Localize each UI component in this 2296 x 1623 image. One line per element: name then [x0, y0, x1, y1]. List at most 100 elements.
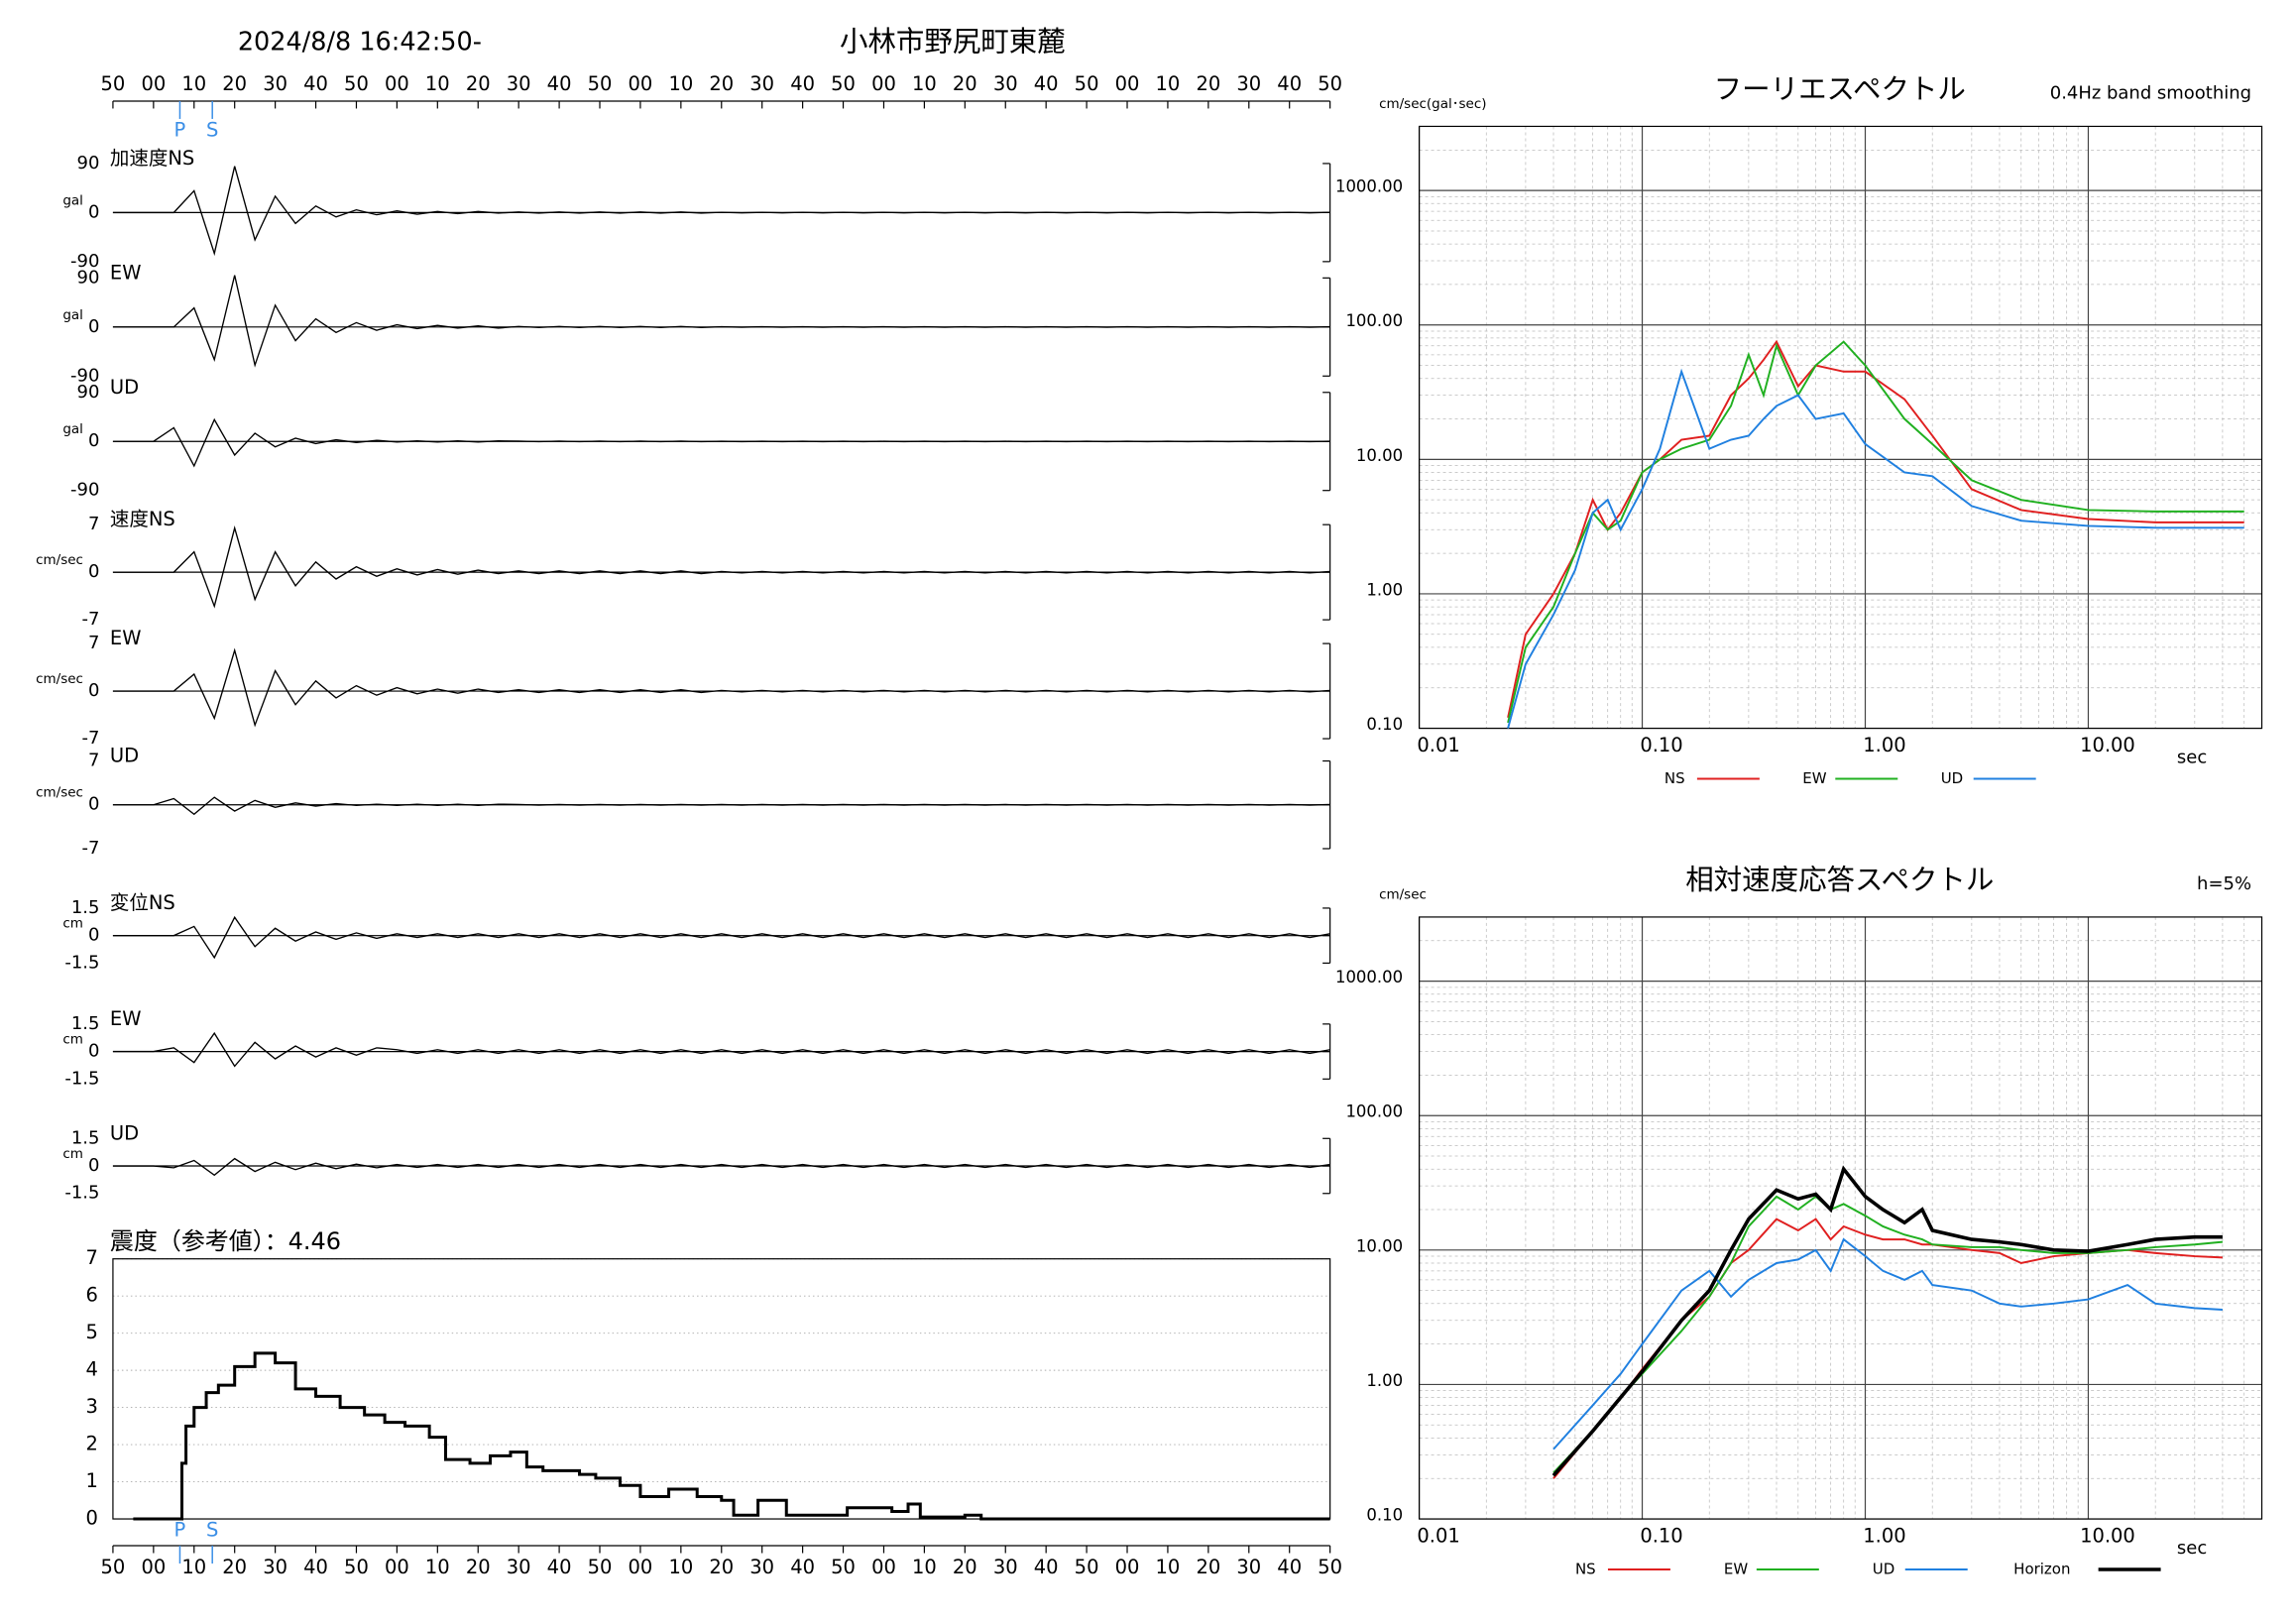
- y-tick-label: -90: [70, 480, 99, 501]
- spectrum-line: [1507, 340, 2244, 724]
- time-tick-label: 30: [993, 72, 1018, 95]
- time-tick-label: 10: [1156, 1556, 1181, 1578]
- legend-label: Horizon: [2013, 1561, 2070, 1578]
- legend-label: UD: [1873, 1561, 1895, 1578]
- time-tick-label: 30: [993, 1556, 1018, 1578]
- y-tick-label: 1.5: [71, 1127, 100, 1148]
- time-tick-label: 40: [1277, 72, 1302, 95]
- y-tick-label: -90: [70, 251, 99, 272]
- time-tick-label: 30: [263, 1556, 287, 1578]
- chart-note: h=5%: [2197, 873, 2251, 894]
- panel-title: 速度NS: [110, 508, 175, 530]
- time-tick-label: 20: [1196, 1556, 1220, 1578]
- y-tick-label: 0: [88, 925, 99, 946]
- unit-label: gal: [62, 421, 83, 437]
- time-tick-label: 30: [749, 1556, 774, 1578]
- spectrum-line: [1507, 368, 2244, 729]
- x-tick-label: 10.00: [2080, 734, 2135, 756]
- time-tick-label: 50: [588, 72, 613, 95]
- time-tick-label: 20: [709, 1556, 734, 1578]
- y-tick-label: 7: [88, 514, 99, 534]
- y-tick-label: 4: [86, 1358, 98, 1381]
- unit-label: cm/sec: [36, 552, 83, 568]
- legend-label: UD: [1941, 769, 1964, 787]
- waveform: [112, 796, 1330, 816]
- phase-label: S: [206, 118, 218, 141]
- waveform: [112, 647, 1330, 728]
- time-tick-label: 50: [1075, 1556, 1099, 1578]
- time-tick-label: 40: [790, 72, 815, 95]
- time-tick-label: 20: [953, 72, 977, 95]
- y-tick-label: -7: [82, 609, 100, 630]
- y-tick-label: -1.5: [64, 1183, 99, 1204]
- y-tick-label: 0: [88, 794, 99, 815]
- time-tick-label: 30: [507, 1556, 531, 1578]
- time-tick-label: 20: [953, 1556, 977, 1578]
- time-tick-label: 10: [668, 1556, 693, 1578]
- phase-label: P: [174, 1519, 186, 1542]
- chart-title: 震度（参考値）：4.46: [110, 1227, 341, 1255]
- spectrum-line: [1507, 339, 2244, 719]
- panel-title: EW: [110, 261, 142, 284]
- time-tick-label: 00: [871, 1556, 896, 1578]
- y-tick-label: 0: [88, 1041, 99, 1062]
- y-tick-label: 0: [88, 680, 99, 701]
- time-tick-label: 00: [385, 72, 409, 95]
- waveform: [112, 166, 1330, 257]
- time-tick-label: 20: [709, 72, 734, 95]
- time-tick-label: 00: [629, 1556, 653, 1578]
- y-tick-label: 90: [77, 382, 100, 403]
- time-tick-label: 00: [871, 72, 896, 95]
- y-tick-label: 100.00: [1345, 311, 1403, 330]
- legend-label: EW: [1802, 769, 1826, 787]
- time-tick-label: 20: [466, 72, 491, 95]
- legend-label: NS: [1665, 769, 1685, 787]
- x-tick-label: 0.01: [1417, 1525, 1459, 1548]
- y-tick-label: 5: [86, 1321, 98, 1343]
- x-tick-label: 0.10: [1640, 1525, 1682, 1548]
- legend-label: EW: [1724, 1561, 1748, 1578]
- time-tick-label: 00: [629, 72, 653, 95]
- time-tick-label: 00: [1115, 1556, 1140, 1578]
- y-tick-label: 0: [88, 1155, 99, 1176]
- y-tick-label: 1: [86, 1469, 98, 1492]
- time-tick-label: 50: [344, 72, 369, 95]
- panel-title: EW: [110, 627, 142, 649]
- y-tick-label: 0: [88, 201, 99, 222]
- time-tick-label: 40: [1034, 1556, 1059, 1578]
- y-tick-label: 0: [86, 1507, 98, 1530]
- legend-label: NS: [1575, 1561, 1596, 1578]
- y-unit: cm/sec: [1379, 886, 1427, 902]
- time-tick-label: 40: [790, 1556, 815, 1578]
- time-tick-label: 10: [181, 1556, 206, 1578]
- time-tick-label: 40: [303, 1556, 328, 1578]
- time-tick-label: 40: [303, 72, 328, 95]
- panel-title: 変位NS: [110, 891, 175, 914]
- panel-title: EW: [110, 1007, 142, 1030]
- time-tick-label: 10: [1156, 72, 1181, 95]
- y-tick-label: 0: [88, 430, 99, 451]
- x-tick-label: 0.10: [1640, 734, 1682, 756]
- y-tick-label: -1.5: [64, 952, 99, 973]
- time-tick-label: 50: [831, 1556, 856, 1578]
- chart-title: 相対速度応答スペクトル: [1685, 864, 1994, 896]
- x-unit: sec: [2177, 748, 2207, 768]
- y-tick-label: 1.5: [71, 897, 100, 918]
- unit-label: cm: [62, 1146, 83, 1162]
- y-tick-label: 1.00: [1366, 1371, 1403, 1390]
- time-tick-label: 10: [912, 72, 937, 95]
- time-tick-label: 30: [1236, 1556, 1261, 1578]
- plot-frame: [112, 1258, 1331, 1520]
- y-tick-label: 10.00: [1356, 446, 1403, 465]
- time-tick-label: 50: [1318, 72, 1342, 95]
- y-tick-label: -7: [82, 728, 100, 749]
- intensity-curve: [133, 1351, 1330, 1521]
- unit-label: cm: [62, 916, 83, 932]
- y-tick-label: 0: [88, 316, 99, 337]
- waveform: [112, 1157, 1330, 1177]
- time-tick-label: 40: [1034, 72, 1059, 95]
- y-tick-label: 7: [88, 633, 99, 653]
- time-tick-label: 10: [668, 72, 693, 95]
- y-tick-label: 90: [77, 153, 100, 174]
- datetime: 2024/8/8 16:42:50-: [238, 28, 482, 58]
